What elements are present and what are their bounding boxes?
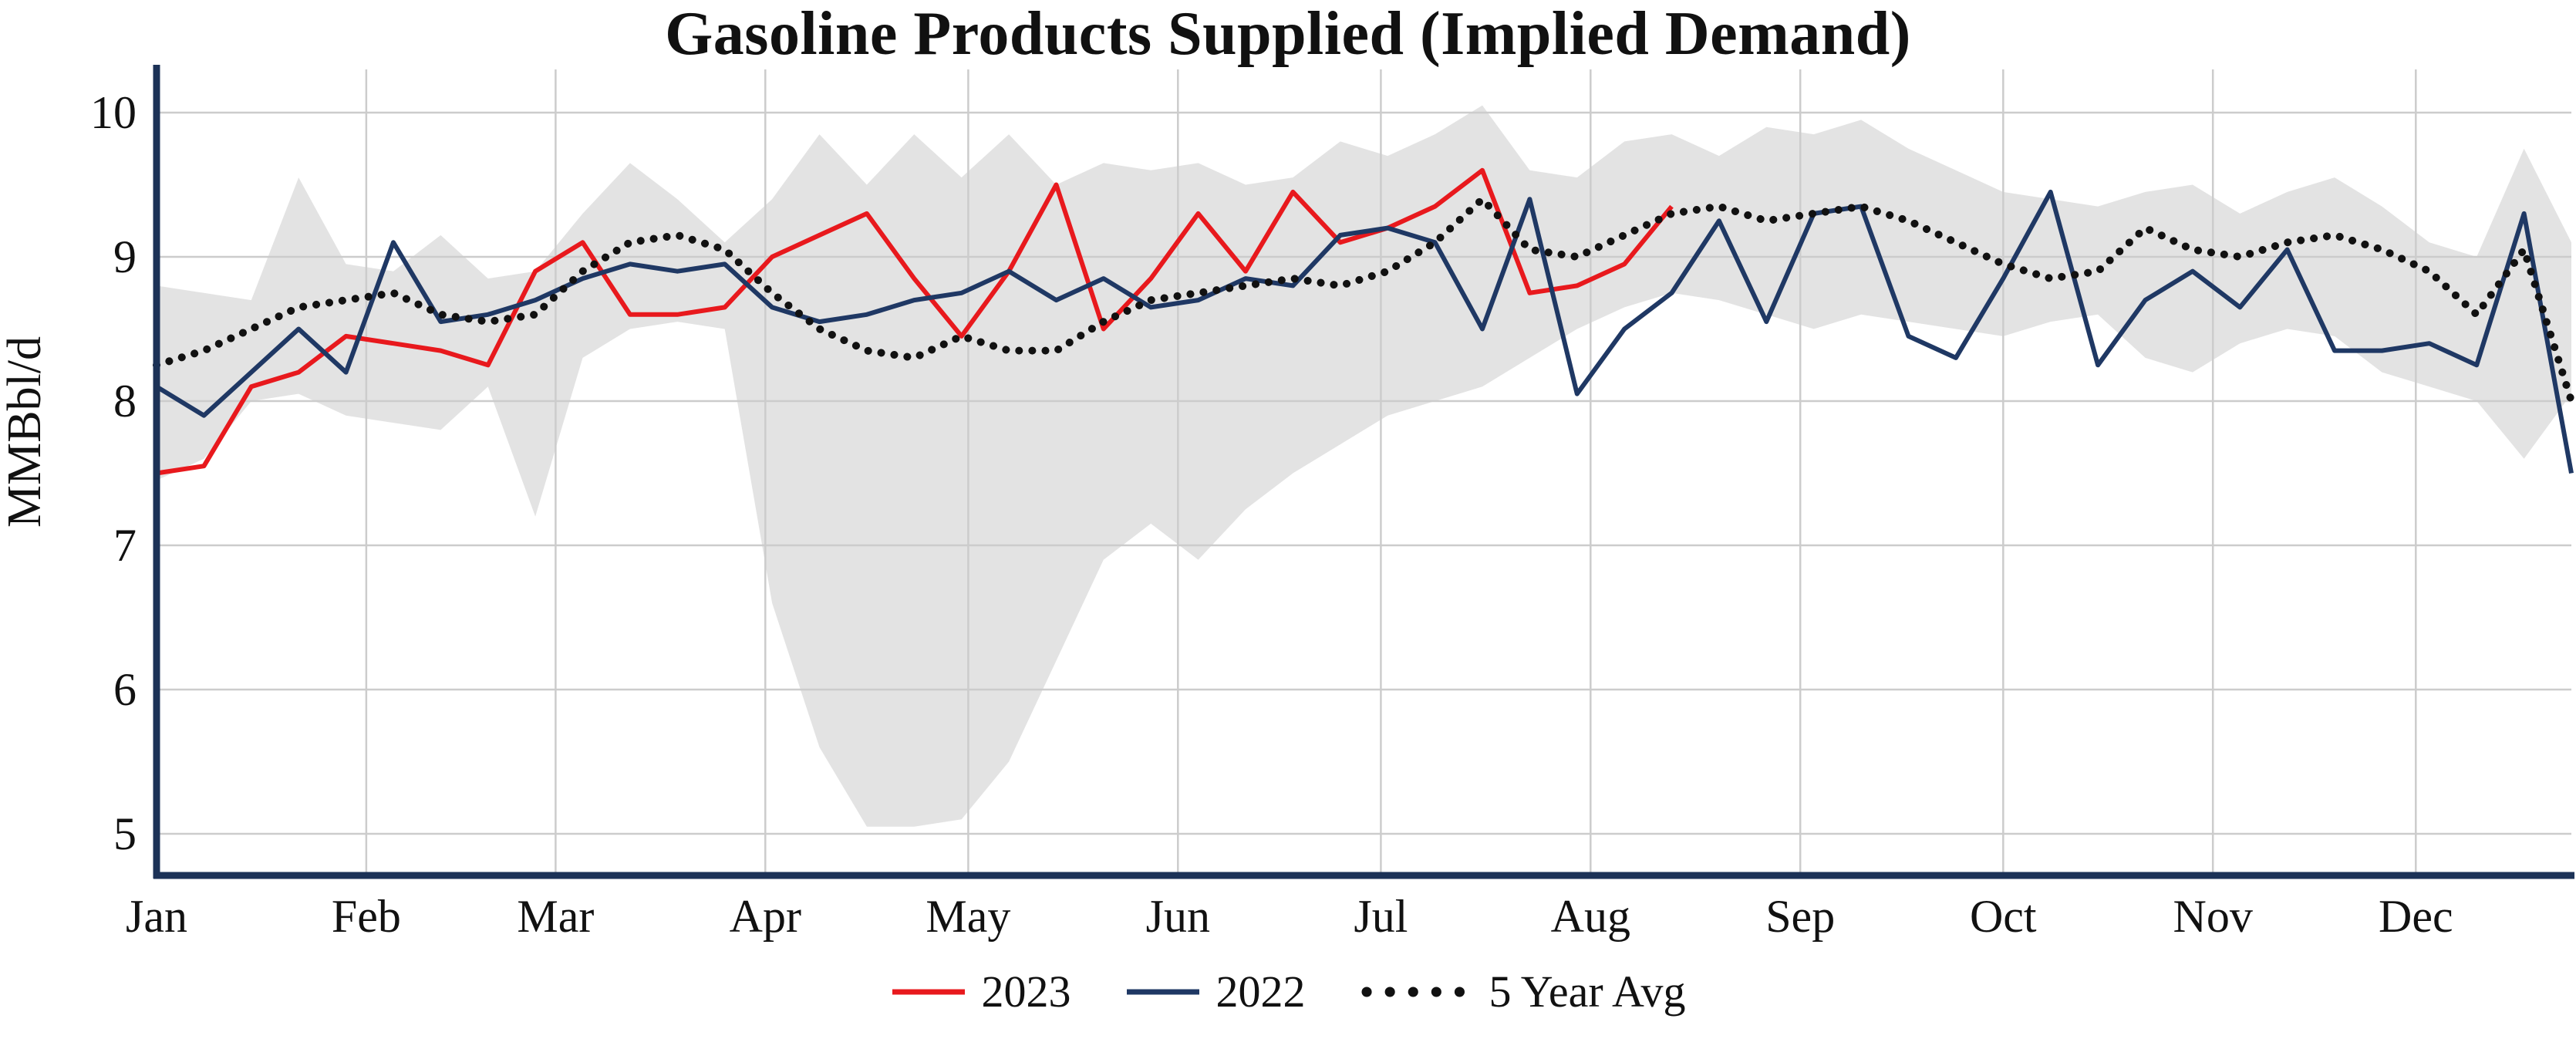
legend-label-5-year-avg: 5 Year Avg	[1489, 966, 1686, 1017]
legend-item-5-year-avg: 5 Year Avg	[1359, 966, 1686, 1017]
x-tick-label-mar: Mar	[517, 891, 594, 942]
five-year-range-band	[157, 105, 2571, 827]
legend-line-2023-icon	[892, 989, 966, 994]
legend-label-2022: 2022	[1216, 966, 1306, 1017]
y-tick-label-5: 5	[113, 808, 137, 859]
y-axis-title: MMBbl/d	[0, 336, 51, 528]
x-tick-label-sep: Sep	[1765, 891, 1835, 942]
legend-item-2022: 2022	[1124, 966, 1305, 1017]
x-tick-label-dec: Dec	[2379, 891, 2453, 942]
x-tick-label-jan: Jan	[126, 891, 187, 942]
legend-line-5-year-avg-icon	[1361, 987, 1472, 997]
x-tick-label-feb: Feb	[332, 891, 401, 942]
x-tick-label-apr: Apr	[730, 891, 801, 942]
y-tick-label-9: 9	[113, 231, 137, 282]
y-tick-label-8: 8	[113, 376, 137, 427]
series-line-2022	[155, 189, 2574, 474]
y-tick-label-6: 6	[113, 664, 137, 715]
y-tick-label-7: 7	[113, 520, 137, 571]
legend-label-2023: 2023	[981, 966, 1071, 1017]
y-tick-label-10: 10	[90, 87, 137, 138]
x-tick-label-oct: Oct	[1970, 891, 2037, 942]
legend-item-2023: 2023	[890, 966, 1071, 1017]
x-tick-label-nov: Nov	[2173, 891, 2253, 942]
x-tick-label-may: May	[926, 891, 1010, 942]
x-tick-label-aug: Aug	[1551, 891, 1630, 942]
x-tick-label-jul: Jul	[1354, 891, 1408, 942]
chart-canvas: 5 6 7 8 9 10 Jan Feb Mar Apr May Jun Jul Aug Sep Oct Nov…	[0, 65, 2575, 942]
chart-title: Gasoline Products Supplied (Implied Dema…	[665, 0, 1911, 68]
legend: 2023 2022 5 Year Avg	[0, 966, 2576, 1017]
legend-line-2022-icon	[1127, 989, 1200, 994]
series-line-2023	[156, 167, 1674, 476]
x-tick-label-jun: Jun	[1146, 891, 1210, 942]
